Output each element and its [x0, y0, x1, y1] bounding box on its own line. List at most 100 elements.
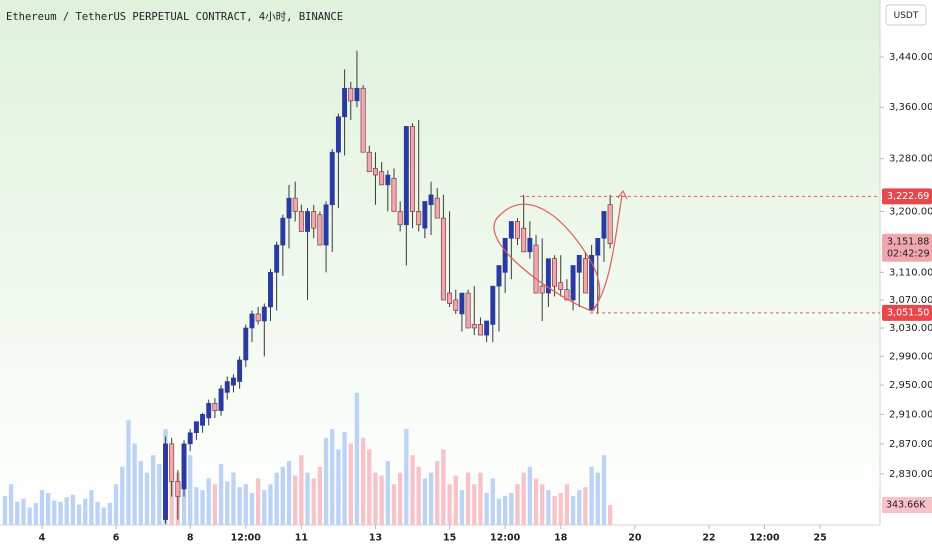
level-label-box [882, 304, 932, 321]
volume-bar [33, 502, 38, 525]
volume-bar [385, 461, 390, 525]
volume-bar [76, 504, 82, 525]
volume-bar [58, 501, 63, 525]
candle-body [465, 292, 471, 329]
candle-body [317, 214, 323, 246]
candle-body [459, 292, 465, 315]
candle-body [181, 443, 187, 490]
candle-body [545, 258, 551, 294]
volume-bar [502, 495, 508, 525]
candle-body [397, 211, 403, 226]
volume-bar [472, 484, 477, 525]
candle-body [422, 201, 428, 229]
volume-bar [496, 498, 502, 525]
last-price-label: 3,151.88 [887, 236, 929, 247]
candle-body [539, 285, 545, 294]
candle-body [410, 126, 415, 212]
volume-bar [138, 461, 143, 525]
candle-body [440, 217, 446, 301]
candle-body [601, 211, 607, 239]
currency-label[interactable]: USDT [894, 11, 919, 21]
volume-bar [95, 501, 100, 525]
candle-body [564, 289, 570, 301]
volume-bar [428, 472, 434, 525]
volume-bar [577, 490, 582, 525]
volume-bar [367, 449, 372, 525]
last-price-box [882, 233, 932, 262]
candle-body [558, 282, 564, 290]
volume-bar [404, 429, 409, 525]
currency-button[interactable] [885, 4, 927, 26]
volume-bar [330, 429, 335, 525]
volume-bar [70, 494, 76, 525]
volume-bar [478, 472, 483, 525]
volume-bar [515, 484, 520, 525]
volume-bar [354, 392, 360, 525]
y-tick-label: 2,990.00 [889, 351, 932, 362]
candle-body [323, 204, 329, 246]
candle-body [607, 204, 613, 245]
x-tick-label: 25 [813, 533, 826, 544]
candle-body [434, 197, 440, 219]
candle-body [373, 168, 378, 176]
x-tick-label: 18 [554, 533, 568, 544]
candle-body [193, 421, 199, 434]
candle-body [292, 197, 298, 212]
candle-body [342, 87, 348, 118]
volume-bar [15, 501, 20, 525]
volume-bar [21, 498, 26, 525]
y-tick-label: 2,950.00 [889, 380, 932, 391]
candle-body [533, 244, 539, 294]
volume-bar [558, 493, 563, 525]
volume-bar [39, 490, 45, 525]
candle-body [552, 258, 558, 287]
volume-bar [490, 478, 495, 525]
volume-bar [398, 472, 403, 525]
volume-bar [453, 475, 458, 525]
volume-bar [299, 455, 304, 525]
volume-bar [459, 490, 465, 525]
candle-body [484, 320, 490, 336]
volume-bar [2, 495, 8, 525]
volume-bar [601, 455, 607, 525]
volume-bar [262, 490, 267, 525]
volume-bar [101, 507, 106, 525]
volume-bar [243, 484, 248, 525]
volume-bar [589, 466, 594, 525]
volume-bar [305, 472, 310, 525]
volume-bar [564, 484, 570, 525]
candle-body [311, 211, 317, 229]
volume-bar [521, 472, 526, 525]
candle-body [416, 211, 422, 226]
volume-bar [274, 472, 279, 525]
candle-body [582, 258, 588, 294]
candle-body [243, 327, 249, 361]
x-tick-label: 22 [702, 533, 715, 544]
y-tick-label: 3,360.00 [889, 102, 932, 113]
volume-bar [595, 472, 600, 525]
volume-bar [113, 484, 119, 525]
x-tick-label: 6 [113, 533, 120, 544]
x-tick-label: 8 [187, 533, 194, 544]
chart-title: Ethereum / TetherUS PERPETUAL CONTRACT, … [6, 11, 343, 23]
volume-bar [194, 487, 199, 525]
volume-bar [107, 502, 113, 525]
candle-body [447, 292, 453, 304]
candle-body [521, 227, 527, 253]
volume-bar [527, 466, 533, 525]
volume-bar [410, 455, 415, 525]
volume-bar [546, 490, 551, 525]
arrow-head [617, 189, 628, 200]
candle-body [471, 324, 477, 329]
volume-bar [484, 493, 489, 525]
y-tick-label: 2,870.00 [889, 439, 932, 450]
volume-bar [52, 500, 57, 525]
candle-body [595, 237, 601, 256]
countdown-label: 02:42:29 [887, 248, 930, 259]
y-tick-label: 3,110.00 [889, 267, 932, 278]
volume-bar [206, 478, 211, 525]
volume-bar [218, 463, 224, 525]
candle-body [329, 151, 335, 206]
y-tick-label: 3,280.00 [889, 154, 932, 165]
